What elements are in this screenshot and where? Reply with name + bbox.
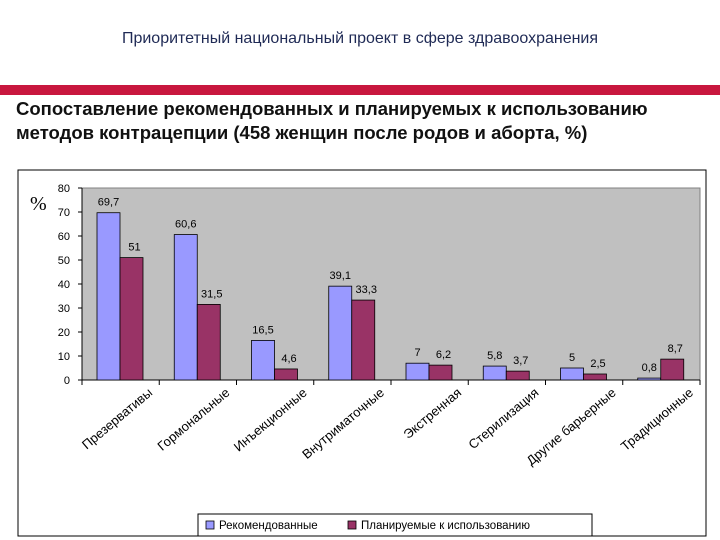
y-tick-label: 60	[58, 231, 70, 243]
data-label: 60,6	[175, 219, 196, 231]
bar	[274, 368, 298, 381]
bar	[482, 365, 507, 381]
bar	[428, 364, 453, 381]
y-tick-label: 10	[58, 351, 70, 363]
y-tick-label: 20	[58, 327, 70, 339]
legend-swatch	[347, 520, 357, 530]
slide-title-line-1: Сопоставление рекомендованных и планируе…	[16, 98, 648, 119]
data-label: 6,2	[436, 349, 451, 361]
data-label: 69,7	[98, 197, 119, 209]
header-title: Приоритетный национальный проект в сфере…	[121, 30, 599, 47]
y-tick-label: 0	[64, 375, 70, 387]
data-label: 5	[569, 352, 575, 364]
y-axis-label: %	[30, 193, 47, 215]
y-tick-label: 80	[58, 183, 70, 195]
y-tick-label: 50	[58, 255, 70, 267]
data-label: 33,3	[356, 284, 377, 296]
data-label: 39,1	[330, 270, 351, 282]
bar	[637, 377, 662, 381]
bar	[560, 367, 584, 381]
bar	[251, 339, 275, 381]
data-label: 2,5	[590, 358, 605, 370]
y-tick-label: 70	[58, 207, 70, 219]
data-label: 4,6	[281, 353, 296, 365]
y-tick-label: 40	[58, 279, 70, 291]
slide-title-line-2: методов контрацепции (458 женщин после р…	[16, 122, 588, 144]
legend-label: Планируемые к использованию	[361, 520, 530, 532]
bar	[96, 212, 121, 381]
data-label: 5,8	[487, 350, 502, 362]
data-label: 0,8	[642, 362, 657, 374]
data-label: 7	[414, 347, 420, 359]
bar	[173, 234, 198, 381]
data-label: 16,5	[252, 324, 273, 336]
bar	[505, 370, 530, 381]
bar	[405, 362, 430, 381]
slide-title: Сопоставление рекомендованных и планируе…	[16, 97, 716, 145]
data-label: 8,7	[668, 343, 683, 355]
bar	[196, 303, 221, 381]
bar	[583, 373, 607, 381]
bar	[328, 285, 353, 381]
bar	[119, 257, 144, 381]
legend	[197, 513, 593, 537]
data-label: 51	[128, 242, 140, 254]
bar	[351, 299, 376, 381]
legend-swatch	[205, 520, 215, 530]
y-tick-label: 30	[58, 303, 70, 315]
accent-bar	[0, 85, 720, 95]
legend-label: Рекомендованные	[219, 520, 318, 532]
data-label: 3,7	[513, 355, 528, 367]
data-label: 31,5	[201, 288, 222, 300]
bar	[660, 358, 685, 381]
